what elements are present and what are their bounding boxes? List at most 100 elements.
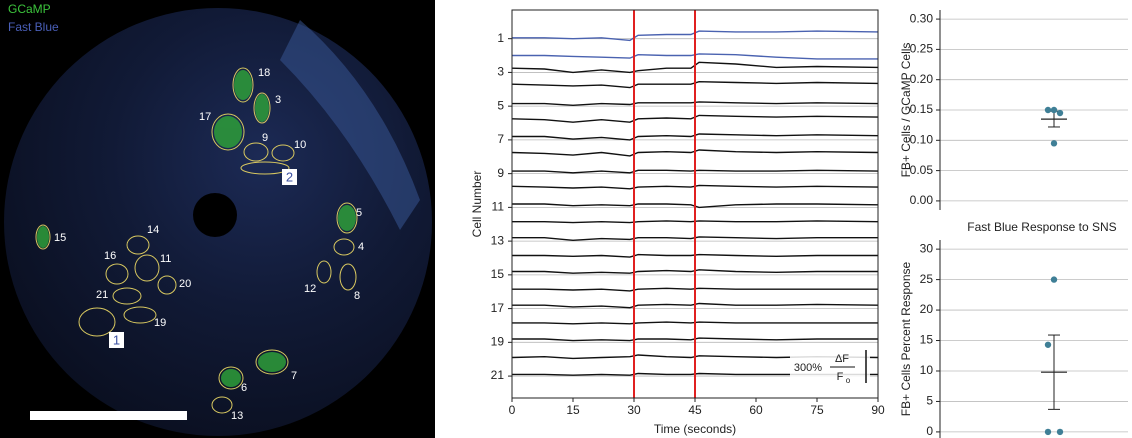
scale-ratio-bottom: F — [837, 371, 844, 383]
cell-label: 16 — [104, 250, 116, 262]
trace — [512, 321, 878, 325]
y-tick-label: 0.10 — [910, 132, 934, 146]
trace — [511, 184, 879, 190]
trace — [512, 101, 879, 107]
trace — [512, 30, 879, 42]
y-tick-label: 9 — [497, 166, 504, 180]
y-tick-label: 5 — [926, 394, 933, 408]
y-tick-label: 0.00 — [910, 193, 934, 207]
trace — [512, 169, 879, 174]
data-point — [1050, 276, 1058, 283]
y-tick-label: 10 — [920, 363, 934, 377]
trace — [511, 149, 879, 157]
data-point — [1044, 341, 1052, 348]
scale-ratio-sub: o — [846, 376, 851, 385]
trace — [512, 236, 878, 242]
cell-label: 9 — [262, 132, 268, 144]
cell-label: 21 — [96, 289, 108, 301]
y-tick-label: 20 — [920, 302, 934, 316]
scale-label: 300% — [794, 362, 822, 374]
micrograph: GCaMP Fast Blue 18 3 17 9 10 5 4 8 12 15… — [0, 0, 435, 438]
cell-label: 15 — [54, 232, 66, 244]
y-tick-label: 0.30 — [910, 11, 934, 25]
trace — [512, 133, 879, 141]
region-box — [282, 169, 297, 185]
scale-bar — [30, 411, 187, 420]
scale-bg — [790, 345, 870, 387]
cell-label: 18 — [258, 67, 270, 79]
y-tick-label: 0.05 — [910, 163, 934, 177]
trace — [511, 80, 879, 89]
cell-label: 19 — [154, 317, 166, 329]
data-point — [1050, 140, 1058, 147]
y-tick-label: 30 — [920, 241, 934, 255]
y-axis-label: Cell Number — [470, 171, 484, 238]
y-tick-label: 1 — [497, 31, 504, 45]
trace — [512, 220, 879, 224]
x-tick-label: 30 — [627, 403, 641, 417]
x-tick-label: 15 — [566, 403, 580, 417]
y-axis-label: FB+ Cells Percent Response — [899, 261, 913, 416]
data-point — [1050, 106, 1058, 114]
channel-label: GCaMP — [8, 2, 51, 16]
cell-label: 5 — [356, 207, 362, 219]
data-point — [1056, 109, 1064, 117]
cell-label: 8 — [354, 290, 360, 302]
y-tick-label: 3 — [497, 65, 504, 79]
trace — [511, 61, 879, 74]
channel-label: Fast Blue — [8, 20, 59, 34]
scale-ratio-top: ΔF — [835, 353, 849, 365]
y-tick-label: 19 — [491, 335, 505, 349]
y-tick-label: 25 — [920, 272, 934, 286]
gcamp-signal — [37, 70, 356, 387]
cell-label: 3 — [275, 94, 281, 106]
cell-label: 6 — [241, 382, 247, 394]
y-tick-label: 11 — [492, 200, 505, 214]
x-tick-label: 90 — [871, 403, 885, 417]
cell-outlines — [35, 67, 358, 414]
trace — [512, 53, 878, 60]
cell-label: 4 — [358, 241, 364, 253]
x-tick-label: 0 — [509, 403, 516, 417]
trace — [512, 269, 878, 274]
y-tick-label: 13 — [491, 233, 505, 247]
trace — [512, 287, 878, 292]
region-label: 2 — [286, 169, 293, 184]
region-box — [109, 332, 124, 348]
y-tick-label: 0.25 — [910, 42, 934, 56]
cell-label: 17 — [199, 111, 211, 123]
x-tick-label: 45 — [688, 403, 702, 417]
cell-label: 11 — [160, 253, 171, 265]
y-tick-label: 0.15 — [910, 102, 934, 116]
y-tick-label: 7 — [497, 132, 504, 146]
cell-label: 10 — [294, 139, 306, 151]
trace — [512, 203, 879, 209]
x-axis-label: Time (seconds) — [654, 422, 736, 436]
trace — [512, 337, 878, 342]
x-tick-label: 60 — [749, 403, 763, 417]
central-hole — [193, 193, 237, 237]
cell-label: 14 — [147, 224, 159, 236]
y-tick-label: 17 — [491, 301, 505, 315]
y-tick-label: 5 — [497, 98, 504, 112]
x-tick-label: 75 — [810, 403, 824, 417]
data-point — [1044, 428, 1052, 436]
y-axis-label: FB+ Cells / GCaMP Cells — [899, 43, 913, 178]
fast-blue-region — [280, 20, 420, 230]
y-tick-label: 21 — [491, 368, 505, 382]
data-point — [1044, 106, 1052, 114]
trace — [512, 372, 878, 376]
region-label: 1 — [113, 332, 120, 347]
cell-label: 13 — [231, 410, 243, 422]
chart-title: Fast Blue Response to SNS — [967, 220, 1116, 234]
cell-label: 12 — [304, 283, 316, 295]
trace — [512, 302, 879, 309]
y-tick-label: 15 — [920, 333, 934, 347]
cell-label: 7 — [291, 370, 297, 382]
y-tick-label: 0.20 — [910, 72, 934, 86]
plot-frame — [511, 9, 879, 399]
data-point — [1056, 428, 1064, 436]
trace — [511, 354, 879, 360]
trace — [511, 114, 879, 123]
